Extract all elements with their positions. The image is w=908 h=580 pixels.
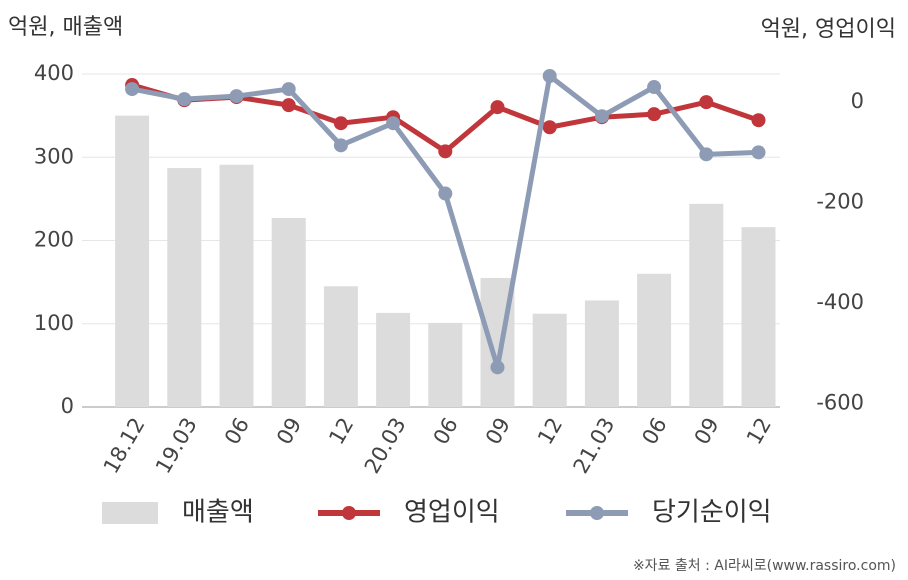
bar xyxy=(637,273,672,407)
y-tick-label: 0 xyxy=(61,394,74,418)
x-tick-label: 09 xyxy=(481,414,515,449)
point xyxy=(647,80,662,95)
point xyxy=(647,107,662,122)
y-tick-label: 200 xyxy=(34,228,74,252)
x-tick-label: 06 xyxy=(429,414,463,449)
point xyxy=(751,145,766,160)
y-tick-label: 100 xyxy=(34,311,74,335)
point xyxy=(333,116,348,131)
bar xyxy=(376,312,411,407)
x-tick-label: 06 xyxy=(220,414,254,449)
legend-swatch xyxy=(102,502,158,524)
bar xyxy=(271,218,306,407)
x-tick-label: 20.03 xyxy=(360,414,411,478)
x-tick-label: 06 xyxy=(637,414,671,449)
point xyxy=(490,100,505,115)
point xyxy=(594,109,609,124)
legend-label: 영업이익 xyxy=(404,498,500,528)
bar xyxy=(167,168,202,407)
source: ※자료 출처 : AI라씨로(www.rassiro.com) xyxy=(633,558,896,574)
y2-tick-label: -600 xyxy=(816,390,864,414)
legend-label: 당기순이익 xyxy=(652,498,772,528)
x-tick-label: 12 xyxy=(742,414,776,449)
y-tick-label: 400 xyxy=(34,61,74,85)
point xyxy=(542,120,557,135)
y-tick-label: 300 xyxy=(34,144,74,168)
point xyxy=(699,147,714,162)
legend-label: 매출액 xyxy=(182,498,254,528)
bar xyxy=(689,203,724,407)
legend-swatch xyxy=(342,506,356,520)
x-tick-label: 12 xyxy=(324,414,358,449)
point xyxy=(490,360,505,375)
point xyxy=(281,82,296,97)
bar xyxy=(532,313,567,407)
bar xyxy=(115,115,150,407)
point xyxy=(542,69,557,84)
point xyxy=(699,95,714,110)
right-unit: 억원, 영업이익 xyxy=(761,17,896,42)
bar xyxy=(219,164,254,407)
point xyxy=(177,92,192,107)
point xyxy=(229,89,244,104)
x-tick-label: 21.03 xyxy=(569,414,620,478)
x-tick-label: 19.03 xyxy=(151,414,202,478)
point xyxy=(751,113,766,128)
x-tick-label: 09 xyxy=(272,414,306,449)
x-tick-label: 12 xyxy=(533,414,567,449)
point xyxy=(438,186,453,201)
y2-tick-label: -200 xyxy=(816,190,864,214)
y2-tick-label: -400 xyxy=(816,290,864,314)
left-unit: 억원, 매출액 xyxy=(8,15,123,40)
legend-swatch xyxy=(590,506,604,520)
bar xyxy=(741,227,776,407)
bar xyxy=(323,286,358,407)
bar xyxy=(584,300,619,407)
x-tick-label: 09 xyxy=(690,414,724,449)
x-tick-label: 18.12 xyxy=(99,414,150,478)
point xyxy=(386,116,401,131)
bar xyxy=(428,322,463,407)
point xyxy=(438,144,453,159)
point xyxy=(125,82,140,97)
point xyxy=(333,138,348,153)
y2-tick-label: 0 xyxy=(851,89,864,113)
point xyxy=(281,98,296,113)
